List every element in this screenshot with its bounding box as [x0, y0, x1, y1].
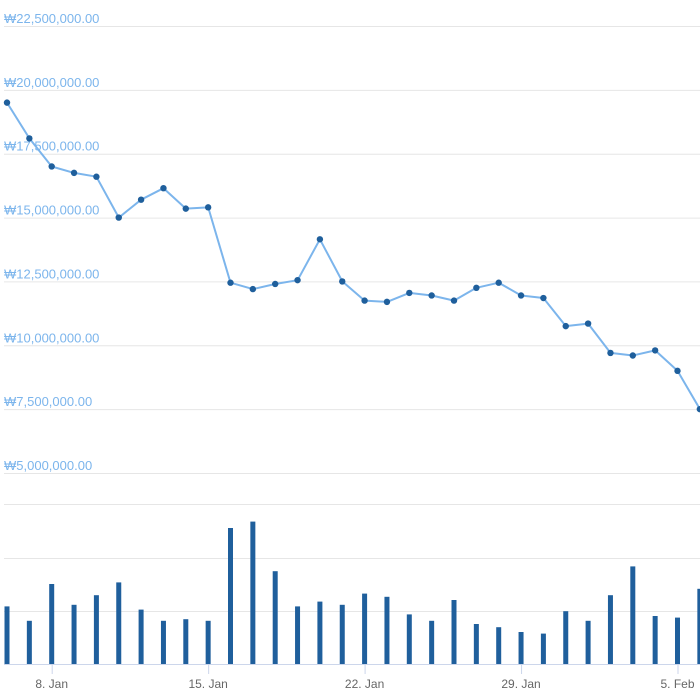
- price-tick-label: ₩22,500,000.00: [4, 11, 99, 26]
- volume-bar: [317, 601, 323, 664]
- price-point[interactable]: [316, 236, 324, 243]
- volume-bar: [71, 604, 77, 664]
- price-point[interactable]: [651, 347, 659, 354]
- volume-bar: [228, 528, 233, 664]
- x-tick-label: 8. Jan: [35, 677, 68, 691]
- volume-bar: [4, 606, 10, 664]
- price-line: [6, 102, 700, 410]
- price-tick-label: ₩15,000,000.00: [4, 203, 99, 218]
- price-point[interactable]: [450, 297, 458, 304]
- volume-bar: [540, 633, 546, 664]
- volume-bar: [339, 604, 345, 664]
- price-point[interactable]: [696, 405, 700, 413]
- x-axis: 8. Jan 15. Jan 22. Jan 29. Jan 5. Feb: [4, 664, 700, 691]
- price-series: [3, 99, 700, 413]
- volume-bar: [607, 595, 613, 664]
- price-point[interactable]: [406, 289, 413, 297]
- price-point[interactable]: [160, 184, 167, 192]
- price-point[interactable]: [272, 280, 279, 288]
- volume-bar: [362, 593, 368, 664]
- price-point[interactable]: [115, 214, 122, 221]
- volume-bar: [250, 521, 256, 664]
- price-point[interactable]: [204, 204, 212, 211]
- volume-bar: [93, 595, 99, 664]
- price-tick-label: ₩10,000,000.00: [4, 330, 99, 345]
- volume-bar: [652, 616, 658, 664]
- price-point[interactable]: [294, 276, 301, 284]
- volume-bar: [563, 611, 569, 664]
- volume-bar: [518, 632, 524, 664]
- volume-bar: [675, 617, 680, 664]
- volume-bar: [585, 620, 591, 664]
- volume-bars: [4, 521, 700, 664]
- volume-bar: [272, 571, 278, 664]
- x-tick-label: 15. Jan: [188, 677, 227, 691]
- price-point[interactable]: [607, 349, 614, 357]
- x-tick-label: 5. Feb: [660, 677, 694, 691]
- price-point[interactable]: [227, 279, 234, 286]
- volume-bar: [138, 609, 144, 664]
- price-point[interactable]: [473, 284, 480, 292]
- volume-bar: [49, 584, 55, 664]
- price-point[interactable]: [562, 322, 569, 330]
- volume-bar: [496, 627, 502, 664]
- price-point[interactable]: [182, 205, 189, 212]
- price-point[interactable]: [3, 99, 11, 106]
- price-point[interactable]: [629, 352, 636, 359]
- price-tick-label: ₩17,500,000.00: [4, 139, 99, 154]
- price-point[interactable]: [361, 297, 368, 304]
- volume-bar: [26, 620, 32, 664]
- price-point[interactable]: [137, 196, 145, 203]
- price-point[interactable]: [48, 163, 55, 170]
- volume-bar: [406, 614, 412, 664]
- volume-bar: [451, 600, 457, 664]
- x-tick-label: 22. Jan: [345, 677, 384, 691]
- x-tick-label: 29. Jan: [501, 677, 540, 691]
- price-axis-labels: ₩22,500,000.00 ₩20,000,000.00 ₩17,500,000.…: [4, 11, 99, 473]
- volume-bar: [205, 620, 211, 664]
- price-point[interactable]: [93, 173, 100, 180]
- volume-bar: [473, 624, 479, 664]
- price-point[interactable]: [428, 292, 435, 299]
- price-tick-label: ₩7,500,000.00: [4, 394, 92, 409]
- price-point[interactable]: [540, 294, 547, 302]
- price-point[interactable]: [517, 292, 525, 299]
- price-point[interactable]: [26, 135, 33, 142]
- price-tick-label: ₩5,000,000.00: [4, 458, 92, 473]
- price-point[interactable]: [249, 285, 257, 293]
- volume-bar: [630, 566, 636, 664]
- price-point[interactable]: [339, 278, 346, 285]
- volume-bar: [295, 606, 301, 664]
- price-point[interactable]: [70, 169, 78, 177]
- price-point[interactable]: [584, 320, 592, 327]
- price-point[interactable]: [495, 279, 502, 286]
- volume-bar: [183, 619, 189, 664]
- grid-lines: [4, 26, 700, 612]
- volume-bar: [697, 588, 700, 664]
- volume-bar: [160, 620, 166, 664]
- price-tick-label: ₩20,000,000.00: [4, 75, 99, 90]
- volume-bar: [429, 620, 435, 664]
- price-tick-label: ₩12,500,000.00: [4, 266, 99, 281]
- price-point[interactable]: [674, 367, 681, 375]
- price-point[interactable]: [383, 298, 391, 306]
- volume-bar: [116, 582, 122, 664]
- volume-bar: [384, 596, 390, 664]
